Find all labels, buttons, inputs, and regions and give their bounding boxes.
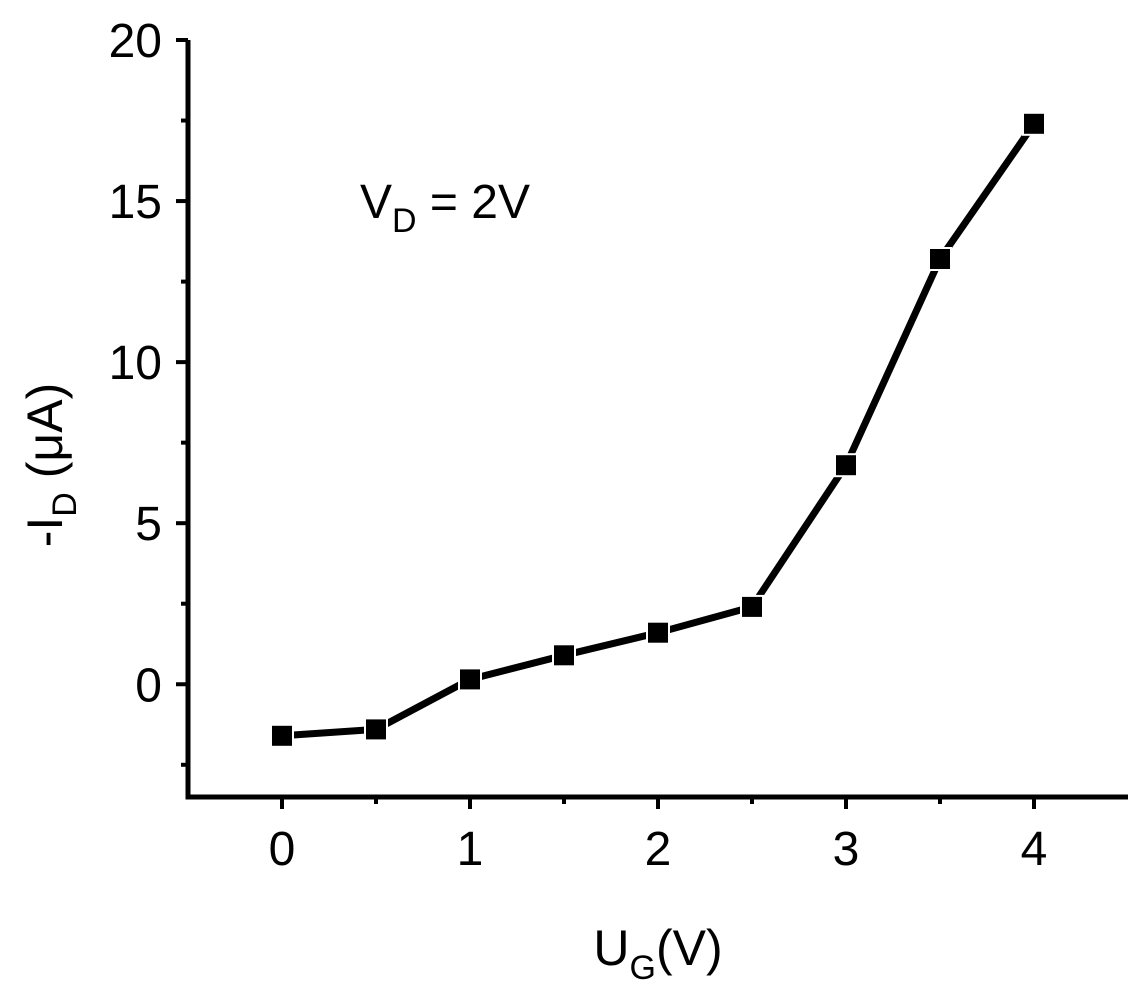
data-point bbox=[458, 667, 482, 692]
data-point bbox=[364, 717, 388, 742]
axes bbox=[185, 40, 1128, 800]
y-tick-label: 15 bbox=[109, 176, 162, 229]
data-point bbox=[270, 723, 294, 748]
y-tick-label: 0 bbox=[135, 659, 162, 712]
x-axis-ticks: 0 1 2 3 4 bbox=[269, 797, 1048, 876]
data-point bbox=[834, 453, 858, 478]
data-point bbox=[1022, 111, 1046, 136]
y-axis-ticks: 0 5 10 15 20 bbox=[109, 15, 188, 767]
y-tick-label: 10 bbox=[109, 337, 162, 390]
condition-annotation: VD = 2V bbox=[360, 176, 530, 240]
x-tick-label: 4 bbox=[1021, 823, 1048, 876]
x-tick-label: 1 bbox=[457, 823, 484, 876]
y-tick-label: 5 bbox=[135, 498, 162, 551]
x-tick-label: 3 bbox=[833, 823, 860, 876]
data-point bbox=[740, 594, 764, 619]
data-point bbox=[552, 643, 576, 668]
x-tick-label: 0 bbox=[269, 823, 296, 876]
y-axis-label: -ID (μA) bbox=[17, 383, 84, 547]
x-tick-label: 2 bbox=[645, 823, 672, 876]
data-point bbox=[928, 247, 952, 271]
data-point bbox=[646, 620, 670, 645]
series-group bbox=[270, 111, 1046, 748]
y-tick-label: 20 bbox=[109, 15, 162, 68]
x-axis-label: UG(V) bbox=[593, 920, 722, 987]
